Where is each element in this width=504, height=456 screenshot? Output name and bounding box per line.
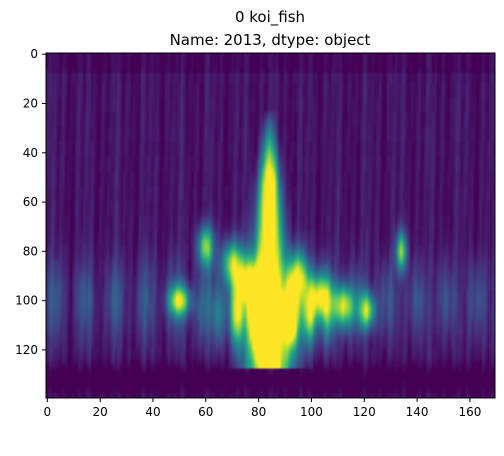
y-tick-label: 0: [30, 47, 38, 61]
plot-area: [45, 52, 496, 399]
x-tick-label: 120: [353, 405, 376, 419]
x-tick-label: 0: [44, 405, 52, 419]
heatmap-image: [46, 53, 495, 398]
y-tick-label: 20: [23, 97, 38, 111]
y-axis: 0 20 40 60 80 100 120: [15, 47, 46, 357]
x-tick-label: 20: [93, 405, 108, 419]
x-tick-label: 140: [406, 405, 429, 419]
plot-frame: [45, 52, 496, 399]
x-tick-label: 60: [198, 405, 213, 419]
y-tick-label: 60: [23, 195, 38, 209]
chart-title-line-1: 0 koi_fish: [235, 8, 305, 27]
y-tick-label: 40: [23, 146, 38, 160]
y-tick-label: 120: [15, 343, 38, 357]
x-tick-label: 160: [458, 405, 481, 419]
chart-title-line-2: Name: 2013, dtype: object: [170, 31, 371, 49]
y-tick-label: 100: [15, 294, 38, 308]
x-tick-label: 80: [251, 405, 266, 419]
x-tick-label: 40: [145, 405, 160, 419]
x-axis: 0 20 40 60 80 100 120 140 160: [44, 398, 481, 419]
x-tick-label: 100: [300, 405, 323, 419]
y-tick-label: 80: [23, 244, 38, 258]
